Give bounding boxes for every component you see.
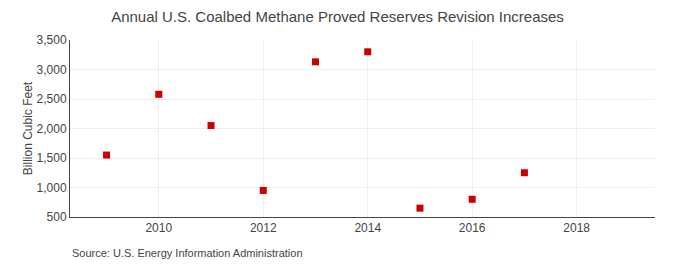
- svg-text:Source: U.S. Energy Informatio: Source: U.S. Energy Information Administ…: [72, 247, 303, 259]
- svg-text:3,500: 3,500: [37, 33, 67, 47]
- svg-text:2,500: 2,500: [37, 92, 67, 106]
- svg-text:Annual U.S. Coalbed Methane Pr: Annual U.S. Coalbed Methane Proved Reser…: [111, 8, 564, 25]
- svg-text:Billion Cubic Feet: Billion Cubic Feet: [21, 81, 35, 175]
- svg-text:2016: 2016: [459, 221, 486, 235]
- svg-text:1,500: 1,500: [37, 151, 67, 165]
- svg-text:500: 500: [47, 210, 67, 224]
- svg-text:2014: 2014: [354, 221, 381, 235]
- svg-text:3,000: 3,000: [37, 63, 67, 77]
- svg-text:2,000: 2,000: [37, 122, 67, 136]
- svg-text:1,000: 1,000: [37, 181, 67, 195]
- svg-text:2018: 2018: [563, 221, 590, 235]
- svg-text:2012: 2012: [250, 221, 277, 235]
- svg-text:2010: 2010: [145, 221, 172, 235]
